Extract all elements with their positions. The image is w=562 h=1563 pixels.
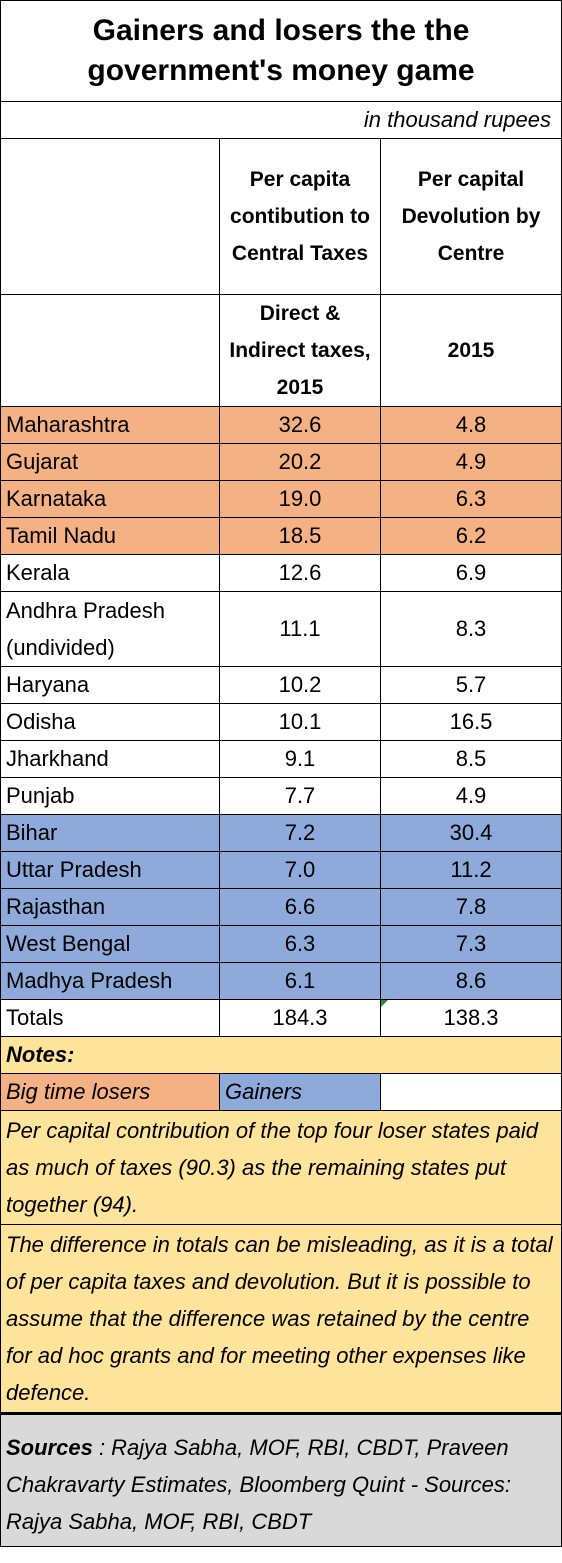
devolution-value: 8.6 xyxy=(379,962,562,1000)
table-row: Andhra Pradesh (undivided) 11.1 8.3 xyxy=(0,591,562,667)
state-name: Andhra Pradesh (undivided) xyxy=(0,591,220,667)
legend-losers: Big time losers xyxy=(0,1073,220,1111)
table-row: Haryana 10.2 5.7 xyxy=(0,666,562,704)
contribution-value: 19.0 xyxy=(219,480,381,518)
col1-header: Per capita contibution to Central Taxes xyxy=(219,138,381,295)
devolution-value: 6.9 xyxy=(379,554,562,592)
contribution-value: 7.7 xyxy=(219,777,381,815)
totals-contribution: 184.3 xyxy=(219,999,381,1037)
table-row: Karnataka 19.0 6.3 xyxy=(0,480,562,518)
table-row: Odisha 10.1 16.5 xyxy=(0,703,562,741)
contribution-value: 10.1 xyxy=(219,703,381,741)
devolution-value: 8.5 xyxy=(379,740,562,778)
state-name: Odisha xyxy=(0,703,220,741)
state-name: Bihar xyxy=(0,814,220,852)
header-blank xyxy=(0,138,220,295)
devolution-value: 4.9 xyxy=(379,777,562,815)
sources: Sources : Rajya Sabha, MOF, RBI, CBDT, P… xyxy=(0,1412,562,1547)
contribution-value: 9.1 xyxy=(219,740,381,778)
state-name: Gujarat xyxy=(0,443,220,481)
note-2: The difference in totals can be misleadi… xyxy=(0,1224,562,1414)
state-name: Kerala xyxy=(0,554,220,592)
cell-comment-marker xyxy=(381,1000,388,1007)
col2-subheader: 2015 xyxy=(379,294,562,407)
contribution-value: 6.6 xyxy=(219,888,381,926)
devolution-value: 8.3 xyxy=(379,591,562,667)
state-name: Jharkhand xyxy=(0,740,220,778)
legend-gainers: Gainers xyxy=(219,1073,381,1111)
contribution-value: 20.2 xyxy=(219,443,381,481)
table-row: West Bengal 6.3 7.3 xyxy=(0,925,562,963)
contribution-value: 6.3 xyxy=(219,925,381,963)
devolution-value: 16.5 xyxy=(379,703,562,741)
note-1: Per capital contribution of the top four… xyxy=(0,1110,562,1225)
devolution-value: 6.2 xyxy=(379,517,562,555)
devolution-value: 30.4 xyxy=(379,814,562,852)
table-row: Uttar Pradesh 7.0 11.2 xyxy=(0,851,562,889)
contribution-value: 6.1 xyxy=(219,962,381,1000)
state-name: Madhya Pradesh xyxy=(0,962,220,1000)
table-row: Madhya Pradesh 6.1 8.6 xyxy=(0,962,562,1000)
contribution-value: 10.2 xyxy=(219,666,381,704)
totals-devolution: 138.3 xyxy=(379,999,562,1037)
legend-blank xyxy=(379,1073,562,1111)
table-row: Jharkhand 9.1 8.5 xyxy=(0,740,562,778)
subheader-blank xyxy=(0,294,220,407)
state-name: Uttar Pradesh xyxy=(0,851,220,889)
unit-note: in thousand rupees xyxy=(0,101,562,139)
devolution-value: 4.9 xyxy=(379,443,562,481)
sources-label: Sources xyxy=(6,1435,93,1460)
devolution-value: 7.3 xyxy=(379,925,562,963)
contribution-value: 7.2 xyxy=(219,814,381,852)
state-name: Karnataka xyxy=(0,480,220,518)
contribution-value: 12.6 xyxy=(219,554,381,592)
state-name: West Bengal xyxy=(0,925,220,963)
table-row: Gujarat 20.2 4.9 xyxy=(0,443,562,481)
table-row: Maharashtra 32.6 4.8 xyxy=(0,406,562,444)
state-name: Maharashtra xyxy=(0,406,220,444)
devolution-value: 5.7 xyxy=(379,666,562,704)
state-name: Rajasthan xyxy=(0,888,220,926)
sources-text: : Rajya Sabha, MOF, RBI, CBDT, Praveen C… xyxy=(6,1435,511,1534)
totals-label: Totals xyxy=(0,999,220,1037)
contribution-value: 7.0 xyxy=(219,851,381,889)
state-name: Haryana xyxy=(0,666,220,704)
devolution-value: 4.8 xyxy=(379,406,562,444)
col2-header: Per capital Devolution by Centre xyxy=(379,138,562,295)
table-row: Bihar 7.2 30.4 xyxy=(0,814,562,852)
totals-devolution-value: 138.3 xyxy=(443,1005,499,1030)
devolution-value: 7.8 xyxy=(379,888,562,926)
page-title: Gainers and losers the the government's … xyxy=(0,0,562,102)
contribution-value: 18.5 xyxy=(219,517,381,555)
devolution-value: 11.2 xyxy=(379,851,562,889)
col1-subheader: Direct & Indirect taxes, 2015 xyxy=(219,294,381,407)
state-name: Punjab xyxy=(0,777,220,815)
notes-title: Notes: xyxy=(0,1036,562,1074)
table-row: Kerala 12.6 6.9 xyxy=(0,554,562,592)
state-name: Tamil Nadu xyxy=(0,517,220,555)
table-row: Punjab 7.7 4.9 xyxy=(0,777,562,815)
table-row: Rajasthan 6.6 7.8 xyxy=(0,888,562,926)
contribution-value: 11.1 xyxy=(219,591,381,667)
contribution-value: 32.6 xyxy=(219,406,381,444)
table-row: Tamil Nadu 18.5 6.2 xyxy=(0,517,562,555)
devolution-value: 6.3 xyxy=(379,480,562,518)
